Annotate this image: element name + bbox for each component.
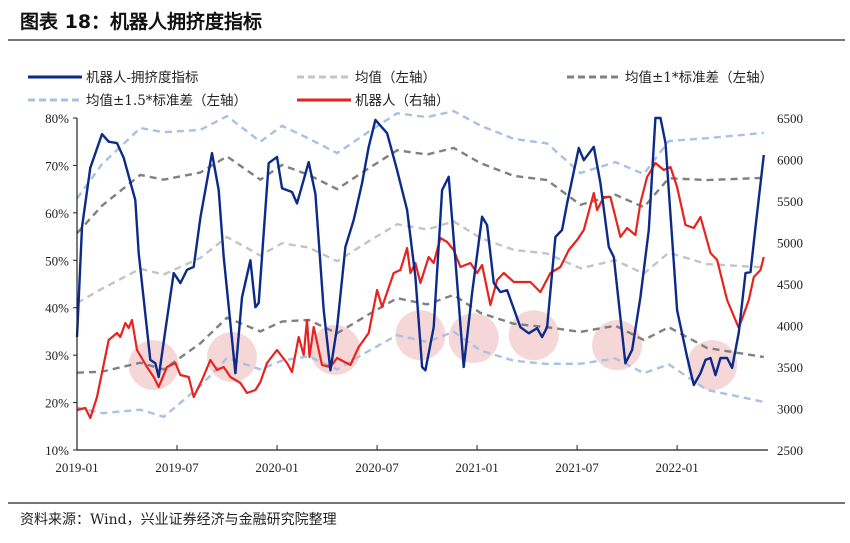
series-mean	[76, 220, 764, 305]
series-mean-plus-1sd	[76, 146, 764, 235]
right-axis-tick-label: 6500	[777, 111, 803, 126]
plot-area: 10% 20% 30% 40% 50% 60% 70% 80% 2500 3000 3500 4000…	[45, 109, 803, 475]
highlight-circle	[448, 313, 499, 364]
x-axis-tick-label: 2021-07	[555, 460, 599, 475]
x-axis-tick-label: 2022-01	[655, 460, 698, 475]
x-axis-tick-label: 2021-01	[455, 460, 498, 475]
left-axis-tick-label: 20%	[45, 396, 69, 411]
left-axis-tick-label: 30%	[45, 348, 69, 363]
left-axis-tick-label: 40%	[45, 301, 69, 316]
x-axis-tick-label: 2019-01	[55, 460, 98, 475]
x-axis-tick-label: 2019-07	[155, 460, 199, 475]
right-axis-tick-label: 4000	[777, 319, 803, 334]
series-mean-plus-1.5sd	[76, 109, 764, 200]
right-axis-tick-label: 3500	[777, 360, 803, 375]
right-axis-tick-label: 6000	[777, 153, 803, 168]
legend-label-crowding: 机器人-拥挤度指标	[86, 70, 199, 86]
source-note: 资料来源：Wind，兴业证券经济与金融研究院整理	[20, 512, 337, 528]
left-axis-tick-label: 70%	[45, 158, 69, 173]
legend-label-sd15: 均值±1.5*标准差（左轴）	[86, 93, 247, 109]
right-axis-tick-label: 2500	[777, 443, 803, 458]
right-axis-tick-label: 5500	[777, 194, 803, 209]
left-axis-tick-label: 60%	[45, 206, 69, 221]
left-axis-tick-label: 50%	[45, 253, 69, 268]
chart-title: 图表 18：机器人拥挤度指标	[20, 10, 262, 33]
legend: 机器人-拥挤度指标 均值（左轴） 均值±1*标准差（左轴） 均值±1.5*标准差…	[28, 70, 773, 109]
legend-label-robot: 机器人（右轴）	[355, 93, 450, 109]
highlight-circle	[508, 310, 559, 361]
legend-label-sd1: 均值±1*标准差（左轴）	[625, 70, 773, 86]
series-robot-index	[76, 161, 765, 420]
legend-label-mean: 均值（左轴）	[355, 70, 436, 86]
x-axis-tick-label: 2020-07	[355, 460, 399, 475]
left-axis-tick-label: 10%	[45, 443, 69, 458]
right-axis-tick-label: 3000	[777, 402, 803, 417]
right-axis-tick-label: 4500	[777, 277, 803, 292]
x-axis-tick-label: 2020-01	[255, 460, 298, 475]
series-crowding	[75, 116, 765, 387]
highlight-circle	[128, 340, 179, 391]
right-axis-tick-label: 5000	[777, 236, 803, 251]
left-axis-tick-label: 80%	[45, 111, 69, 126]
